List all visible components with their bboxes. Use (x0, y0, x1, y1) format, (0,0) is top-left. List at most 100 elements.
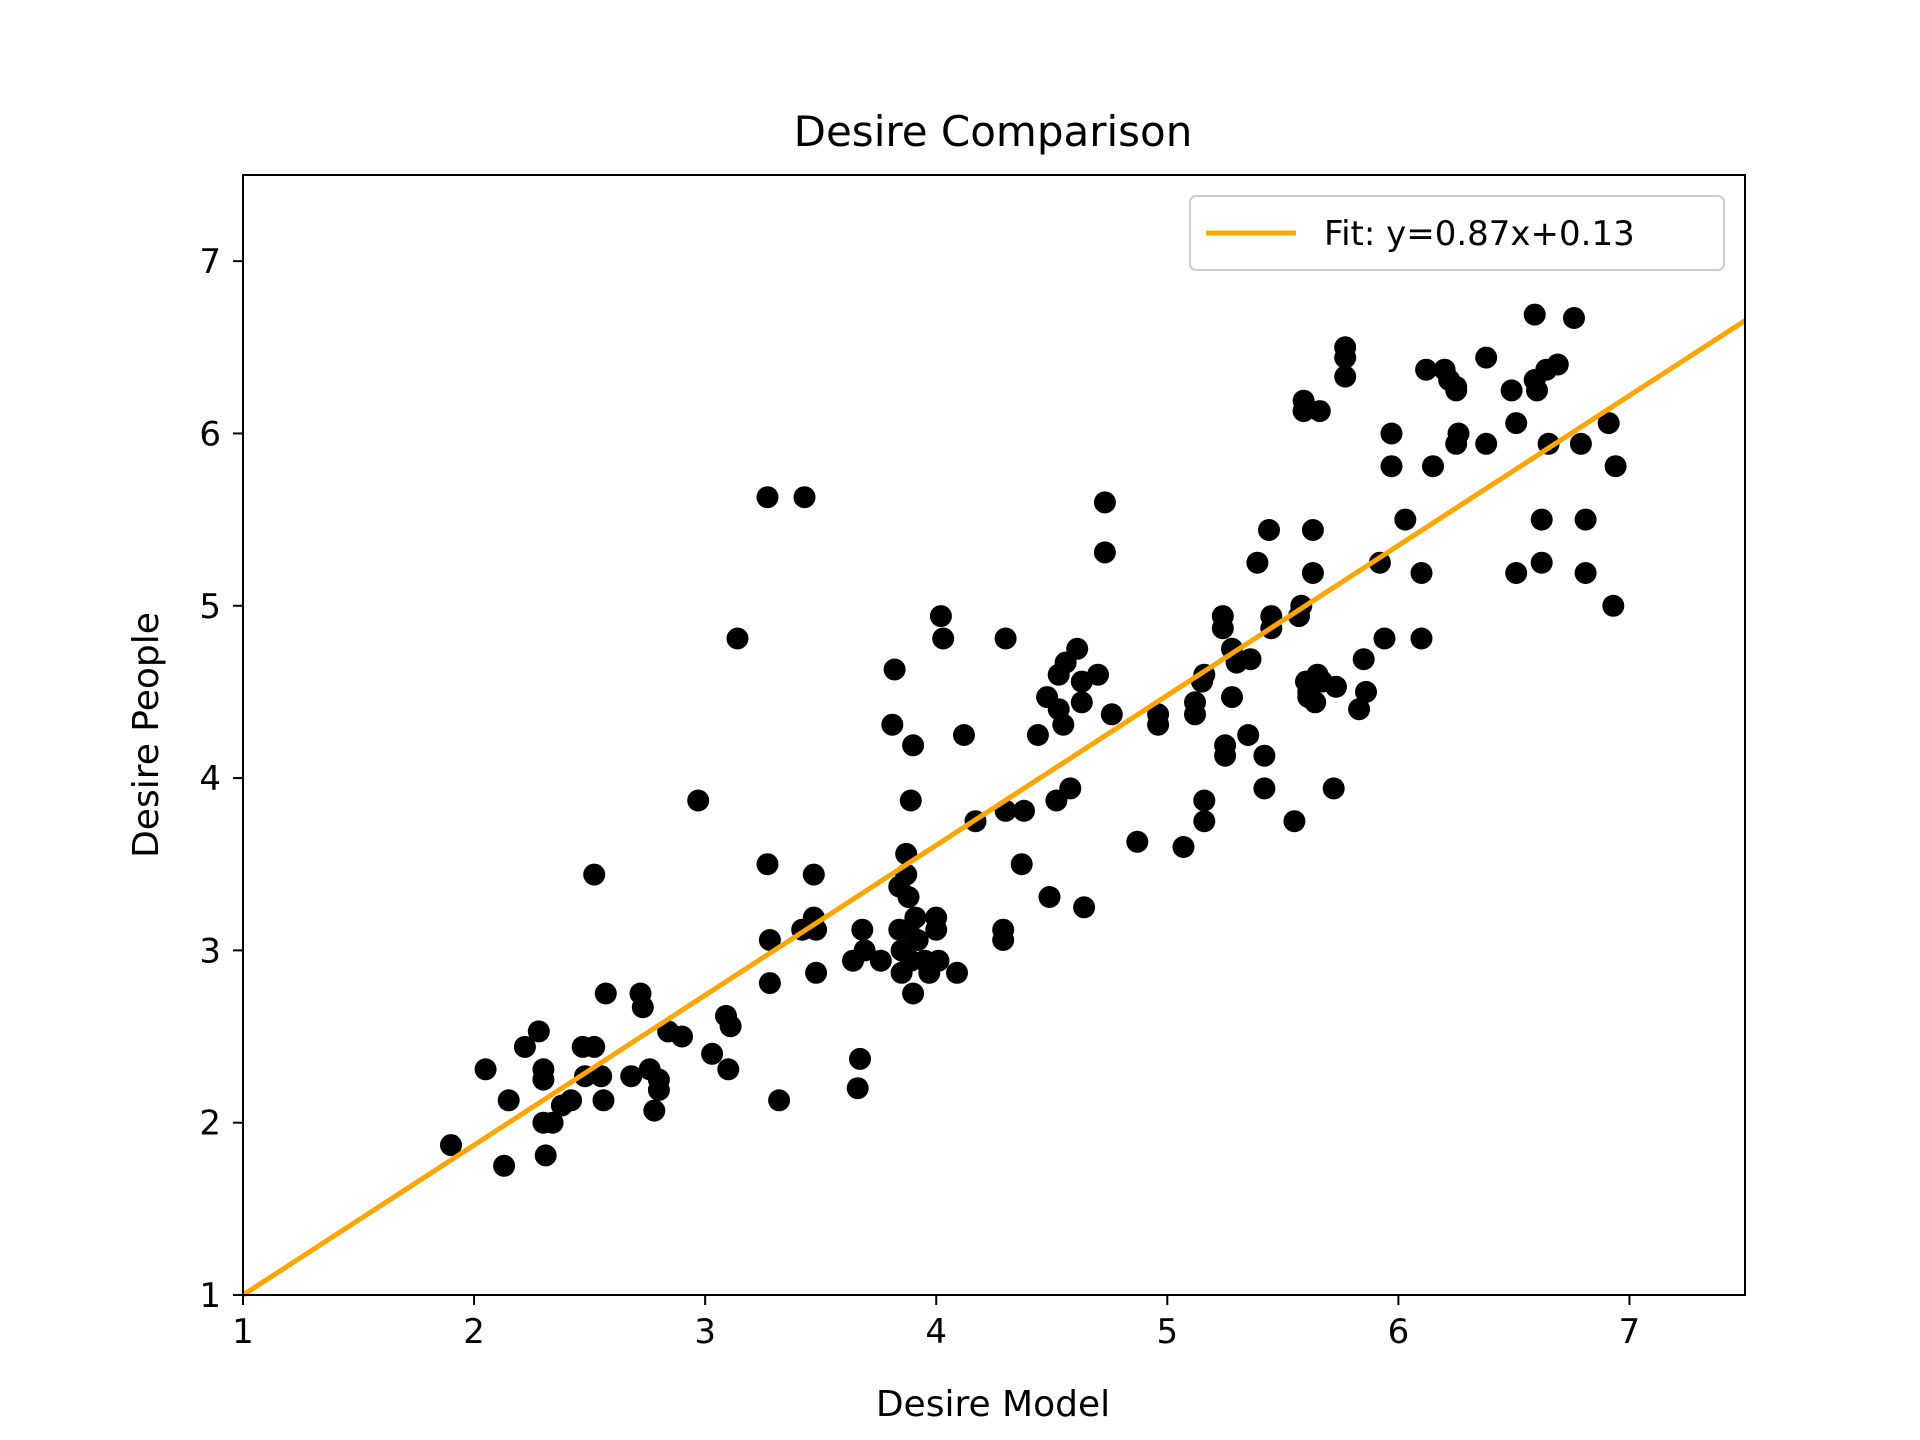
data-point (1352, 648, 1375, 671)
data-point (1569, 432, 1592, 455)
data-point (532, 1068, 555, 1091)
data-point (534, 1144, 557, 1167)
data-point (1126, 830, 1149, 853)
data-point (1445, 379, 1468, 402)
data-point (756, 486, 779, 509)
data-point (687, 789, 710, 812)
data-point (1246, 551, 1269, 574)
data-point (1013, 799, 1035, 822)
legend-box (1189, 195, 1725, 271)
data-point (1380, 455, 1403, 478)
data-point (1304, 691, 1327, 714)
data-point (881, 713, 904, 736)
data-point (925, 918, 948, 941)
data-point (1184, 703, 1206, 726)
data-point (1325, 675, 1347, 698)
data-point (1334, 346, 1357, 369)
data-point (1348, 698, 1371, 721)
data-point (902, 982, 925, 1005)
data-point (583, 863, 606, 886)
data-point (899, 789, 922, 812)
data-point (849, 1047, 871, 1070)
data-point (701, 1042, 724, 1065)
data-point (1093, 541, 1116, 564)
data-point (1172, 836, 1195, 858)
data-point (1193, 789, 1216, 812)
data-point (768, 1089, 791, 1112)
data-point (946, 961, 968, 984)
data-point (1283, 810, 1306, 833)
x-tick-label: 3 (694, 1312, 716, 1352)
data-point (1237, 724, 1260, 746)
data-point (1070, 691, 1093, 714)
data-point (1380, 422, 1403, 445)
data-point (953, 724, 975, 746)
data-point (805, 961, 828, 984)
data-point (631, 996, 654, 1019)
data-point (1523, 303, 1546, 326)
data-point (846, 1077, 869, 1100)
data-point (1355, 680, 1377, 703)
data-point (1059, 777, 1082, 800)
data-point (647, 1068, 670, 1091)
data-point (1394, 508, 1417, 531)
x-tick-label: 7 (1619, 1312, 1641, 1352)
data-point (1093, 491, 1116, 514)
data-point (1505, 412, 1528, 435)
data-point (1301, 562, 1324, 584)
x-tick-label: 6 (1388, 1312, 1410, 1352)
x-axis-title: Desire Model (876, 1384, 1110, 1425)
data-point (1546, 353, 1569, 376)
data-point (1239, 648, 1262, 671)
y-tick-label: 4 (199, 759, 221, 799)
data-point (1258, 519, 1280, 541)
y-tick-label: 5 (199, 587, 221, 627)
data-point (992, 929, 1015, 951)
data-point (906, 929, 929, 951)
x-axis-ticks: 1 2 3 4 5 6 7 (232, 1295, 1640, 1352)
data-point (719, 1015, 742, 1038)
data-point (497, 1089, 520, 1112)
legend: Fit: y=0.87x+0.13 (1189, 195, 1725, 271)
fit-line-group (241, 318, 1747, 1298)
data-point (1574, 508, 1597, 531)
x-tick-label: 2 (463, 1312, 485, 1352)
data-point (1211, 617, 1234, 640)
data-point (1597, 412, 1620, 435)
data-point (994, 627, 1017, 650)
data-point (1602, 594, 1625, 617)
data-point (1500, 379, 1523, 402)
data-point (1066, 637, 1089, 660)
data-point (793, 486, 816, 509)
y-tick-label: 6 (199, 414, 221, 454)
data-point (1308, 400, 1331, 423)
data-point (1253, 744, 1276, 767)
data-point (1563, 307, 1585, 329)
y-tick-label: 3 (199, 931, 221, 971)
data-point (527, 1020, 550, 1043)
data-point (513, 1035, 536, 1058)
data-point (592, 1089, 615, 1112)
data-point (1038, 886, 1061, 908)
data-point (1447, 422, 1470, 445)
data-point (717, 1058, 740, 1081)
data-point (1475, 432, 1498, 455)
data-point (671, 1025, 693, 1048)
x-tick-label: 5 (1156, 1312, 1178, 1352)
data-point (869, 949, 892, 972)
y-tick-label: 7 (199, 242, 221, 282)
data-point (1100, 703, 1123, 726)
data-point (1422, 455, 1444, 478)
data-point (904, 906, 927, 929)
data-point (853, 939, 876, 962)
data-point (1052, 713, 1075, 736)
data-point (1410, 562, 1433, 584)
data-point (1010, 853, 1033, 876)
y-axis-ticks: 1 2 3 4 5 6 7 (199, 242, 243, 1316)
data-point (1322, 777, 1345, 800)
data-point (474, 1058, 497, 1081)
data-point (440, 1134, 462, 1157)
data-point (493, 1154, 516, 1177)
data-point (932, 627, 955, 650)
data-point (1334, 365, 1357, 388)
